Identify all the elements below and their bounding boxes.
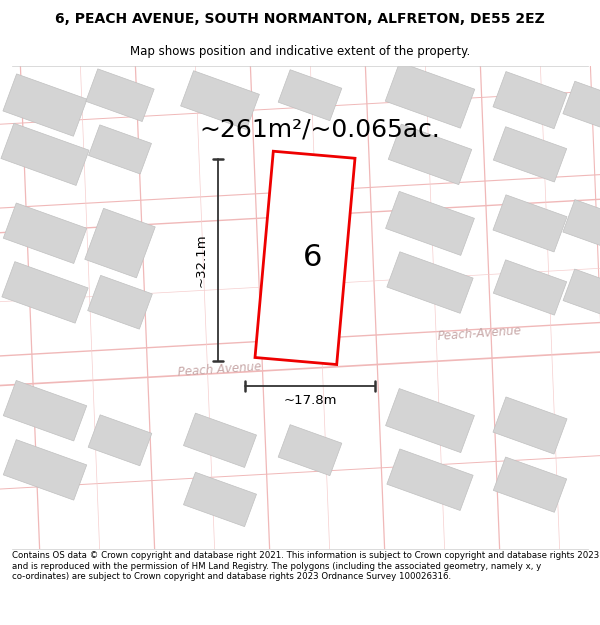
Polygon shape [88,415,152,466]
Polygon shape [493,72,567,129]
Text: Peach Avenue: Peach Avenue [178,360,262,379]
Polygon shape [493,195,567,252]
Polygon shape [1,123,89,186]
Polygon shape [255,151,355,364]
Polygon shape [493,397,567,454]
Text: ~261m²/~0.065ac.: ~261m²/~0.065ac. [200,118,440,142]
Polygon shape [2,262,88,323]
Polygon shape [184,413,257,468]
Polygon shape [3,74,87,136]
Polygon shape [89,125,151,174]
Text: 6: 6 [304,243,323,272]
Polygon shape [88,276,152,329]
Polygon shape [563,199,600,247]
Polygon shape [387,252,473,313]
Polygon shape [387,449,473,511]
Polygon shape [3,381,87,441]
Polygon shape [3,439,87,500]
Polygon shape [278,424,342,476]
Polygon shape [493,457,566,512]
Polygon shape [385,62,475,128]
Polygon shape [386,191,475,256]
Text: Peach-Avenue: Peach-Avenue [437,324,523,343]
Polygon shape [181,71,259,129]
Polygon shape [85,208,155,278]
Polygon shape [3,203,87,264]
Polygon shape [278,70,342,121]
Text: 6, PEACH AVENUE, SOUTH NORMANTON, ALFRETON, DE55 2EZ: 6, PEACH AVENUE, SOUTH NORMANTON, ALFRET… [55,12,545,26]
Polygon shape [493,260,566,315]
Polygon shape [388,124,472,184]
Polygon shape [493,127,566,182]
Polygon shape [563,269,600,316]
Text: Map shows position and indicative extent of the property.: Map shows position and indicative extent… [130,46,470,58]
Text: Contains OS data © Crown copyright and database right 2021. This information is : Contains OS data © Crown copyright and d… [12,551,599,581]
Text: ~32.1m: ~32.1m [195,234,208,287]
Text: ~17.8m: ~17.8m [283,394,337,407]
Polygon shape [86,69,154,121]
Polygon shape [386,389,475,452]
Polygon shape [184,472,257,527]
Polygon shape [563,81,600,129]
